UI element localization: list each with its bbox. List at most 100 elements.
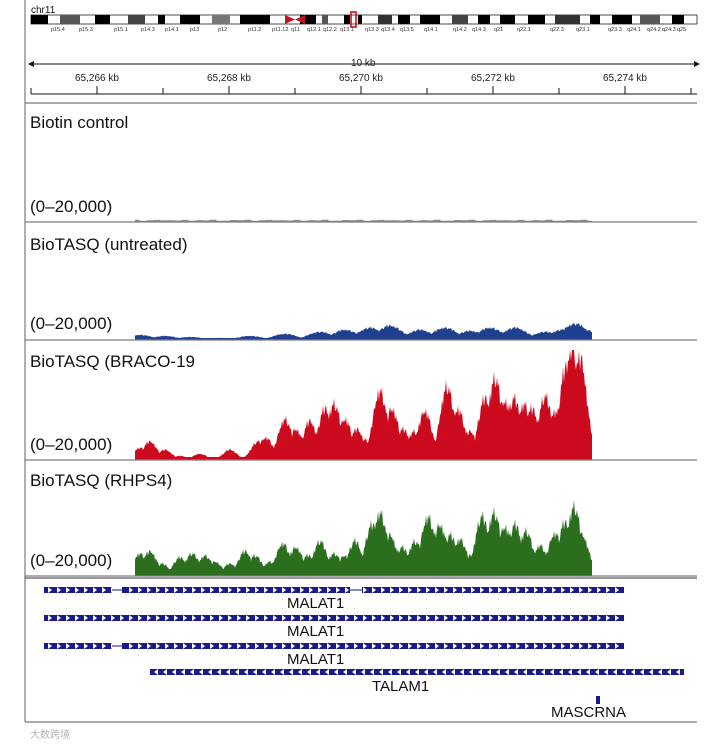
track-name-biotin-control[interactable]: Biotin control	[30, 113, 129, 132]
strand-arrow	[399, 643, 403, 649]
strand-arrow	[390, 587, 394, 593]
strand-arrow	[217, 669, 221, 675]
strand-arrow	[154, 669, 158, 675]
strand-arrow	[129, 643, 133, 649]
strand-arrow	[478, 669, 482, 675]
strand-arrow	[577, 669, 581, 675]
strand-arrow	[525, 615, 529, 621]
strand-arrow	[588, 643, 592, 649]
cytoband-label: q14.2	[453, 27, 467, 33]
cytoband	[590, 15, 600, 24]
strand-arrow	[282, 587, 286, 593]
cytoband	[31, 15, 48, 24]
strand-arrow	[532, 669, 536, 675]
cytoband-label: q13.5	[400, 27, 414, 33]
strand-arrow	[471, 643, 475, 649]
track-name-biotasq-rhps4[interactable]: BioTASQ (RHPS4)	[30, 471, 173, 490]
strand-arrow	[138, 615, 142, 621]
strand-arrow	[84, 643, 88, 649]
strand-arrow	[318, 643, 322, 649]
strand-arrow	[523, 669, 527, 675]
strand-arrow	[264, 615, 268, 621]
strand-arrow	[48, 615, 52, 621]
strand-arrow	[453, 643, 457, 649]
strand-arrow	[111, 615, 115, 621]
gene-model-malat1-2	[44, 615, 624, 621]
strand-arrow	[75, 587, 79, 593]
strand-arrow	[228, 643, 232, 649]
strand-arrow	[597, 615, 601, 621]
strand-arrow	[424, 669, 428, 675]
strand-arrow	[372, 587, 376, 593]
cytoband-label: q11	[291, 27, 300, 33]
strand-arrow	[183, 615, 187, 621]
strand-arrow	[201, 643, 205, 649]
strand-arrow	[246, 615, 250, 621]
strand-arrow	[84, 587, 88, 593]
strand-arrow	[255, 587, 259, 593]
cytoband	[212, 15, 230, 24]
coverage-biotasq-rhps4	[135, 499, 592, 576]
strand-arrow	[246, 587, 250, 593]
ruler-span-label: 10 kb	[351, 58, 376, 69]
gene-label-malat1-1[interactable]: MALAT1	[287, 595, 345, 612]
strand-arrow	[525, 587, 529, 593]
chromosome-name[interactable]: chr11	[31, 5, 56, 16]
strand-arrow	[543, 587, 547, 593]
strand-arrow	[552, 643, 556, 649]
cytoband-label: q24.3	[662, 27, 676, 33]
ruler-position-label: 65,266 kb	[75, 73, 119, 84]
strand-arrow	[244, 669, 248, 675]
cytoband-label: q14.3	[472, 27, 486, 33]
strand-arrow	[343, 669, 347, 675]
strand-arrow	[631, 669, 635, 675]
cytoband-label: q24.1	[627, 27, 641, 33]
strand-arrow	[435, 615, 439, 621]
gene-label-malat1-3[interactable]: MALAT1	[287, 651, 345, 668]
strand-arrow	[498, 587, 502, 593]
strand-arrow	[316, 669, 320, 675]
strand-arrow	[426, 643, 430, 649]
strand-arrow	[255, 643, 259, 649]
strand-arrow	[433, 669, 437, 675]
cytoband	[158, 15, 165, 24]
strand-arrow	[201, 615, 205, 621]
strand-arrow	[498, 615, 502, 621]
strand-arrow	[48, 587, 52, 593]
strand-arrow	[334, 669, 338, 675]
strand-arrow	[102, 587, 106, 593]
gene-label-malat1-2[interactable]: MALAT1	[287, 623, 345, 640]
cytoband	[180, 15, 200, 24]
strand-arrow	[604, 669, 608, 675]
strand-arrow	[507, 643, 511, 649]
strand-arrow	[489, 587, 493, 593]
strand-arrow	[298, 669, 302, 675]
strand-arrow	[201, 587, 205, 593]
strand-arrow	[597, 587, 601, 593]
strand-arrow	[93, 615, 97, 621]
track-name-biotasq-braco19[interactable]: BioTASQ (BRACO-19	[30, 352, 196, 371]
gene-label-talam1[interactable]: TALAM1	[372, 678, 430, 695]
track-range-biotin-control: (0–20,000)	[30, 197, 113, 216]
strand-arrow	[586, 669, 590, 675]
strand-arrow	[676, 669, 680, 675]
gene-model-malat1-3	[44, 643, 624, 649]
coverage-biotasq-braco19	[135, 350, 592, 460]
strand-arrow	[219, 587, 223, 593]
strand-arrow	[534, 615, 538, 621]
cytoband	[500, 15, 515, 24]
strand-arrow	[534, 643, 538, 649]
cytoband	[420, 15, 440, 24]
strand-arrow	[354, 615, 358, 621]
cytoband-label: q22.1	[517, 27, 531, 33]
strand-arrow	[507, 615, 511, 621]
strand-arrow	[75, 615, 79, 621]
cytoband	[60, 15, 80, 24]
strand-arrow	[640, 669, 644, 675]
strand-arrow	[370, 669, 374, 675]
strand-arrow	[543, 643, 547, 649]
track-name-biotasq-untreated[interactable]: BioTASQ (untreated)	[30, 235, 188, 254]
strand-arrow	[408, 643, 412, 649]
gene-label-mascrna[interactable]: MASCRNA	[551, 704, 627, 721]
strand-arrow	[138, 587, 142, 593]
